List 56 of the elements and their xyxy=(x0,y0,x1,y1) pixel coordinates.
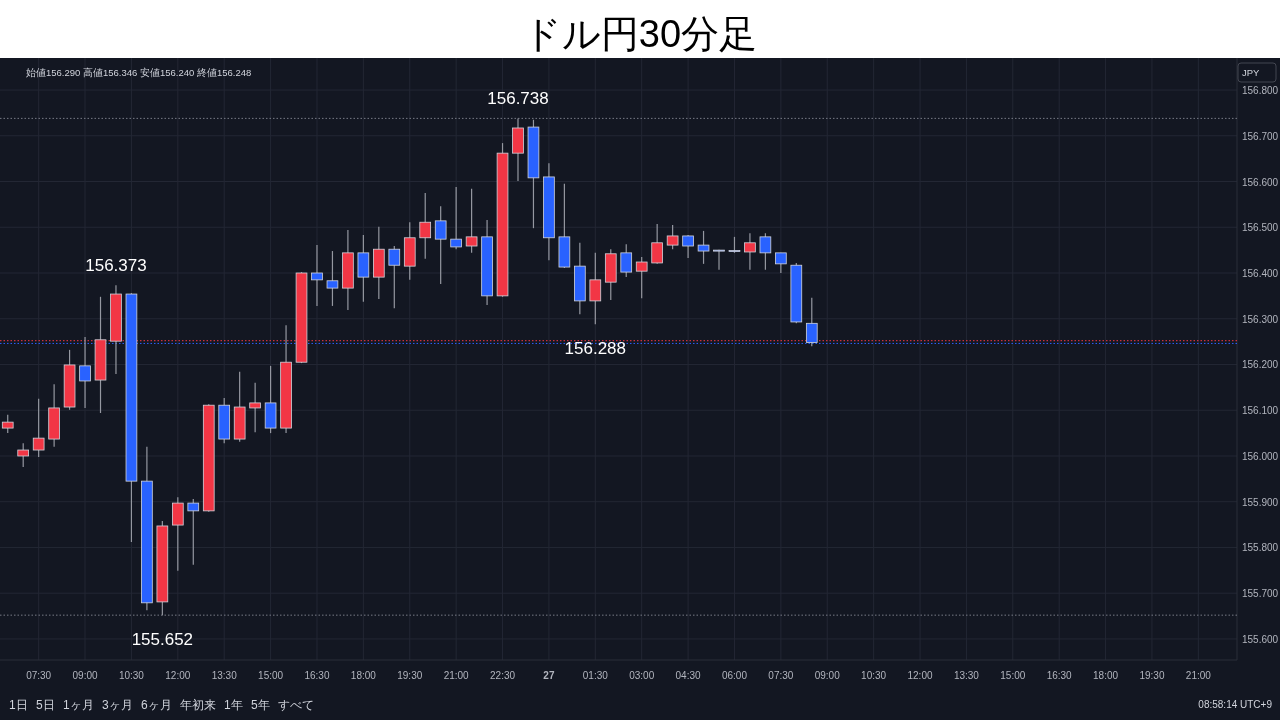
x-tick-label: 09:00 xyxy=(72,670,98,681)
text: JPY xyxy=(1242,67,1261,78)
annotation: 始値156.290 高値156.346 安値156.240 終値156.248 xyxy=(26,67,252,78)
x-tick-label: 06:00 xyxy=(721,670,748,681)
y-tick-label: 156.000 xyxy=(1242,450,1279,462)
y-tick-label: 155.800 xyxy=(1242,542,1279,554)
annotation: 156.288 xyxy=(564,339,627,359)
y-tick-label: 156.400 xyxy=(1242,268,1279,279)
text: 1ヶ月 xyxy=(63,698,94,712)
text: 5日 xyxy=(36,698,55,712)
x-tick-label: 19:30 xyxy=(1139,670,1165,681)
y-tick-label: 155.600 xyxy=(1242,633,1279,645)
x-tick-label: 15:00 xyxy=(258,670,284,681)
annotation: 156.373 xyxy=(85,256,147,276)
text: 年初来 xyxy=(180,698,216,712)
x-tick-label: 19:30 xyxy=(397,670,423,681)
x-tick-label: 21:00 xyxy=(443,670,470,681)
x-tick-label: 22:30 xyxy=(490,670,516,681)
x-tick-label: 18:00 xyxy=(350,670,377,681)
x-tick-label: 01:30 xyxy=(582,670,609,681)
y-tick-label: 155.900 xyxy=(1242,496,1279,508)
annotation: 155.652 xyxy=(131,630,194,650)
y-tick-label: 156.800 xyxy=(1242,85,1279,97)
x-tick-label: 27 xyxy=(543,670,555,681)
x-tick-label: 13:30 xyxy=(211,670,238,681)
x-tick-label: 15:00 xyxy=(1000,670,1026,681)
y-tick-label: 156.300 xyxy=(1242,313,1279,325)
text: すべて xyxy=(278,698,314,712)
x-tick-label: 10:30 xyxy=(861,670,887,681)
text: 3ヶ月 xyxy=(102,698,133,712)
x-tick-label: 21:00 xyxy=(1185,670,1212,681)
text: 5年 xyxy=(251,698,270,712)
x-tick-label: 13:30 xyxy=(953,670,980,681)
x-tick-label: 16:30 xyxy=(304,670,330,681)
x-tick-label: 07:30 xyxy=(26,670,52,681)
x-tick-label: 04:30 xyxy=(675,670,702,681)
annotation: 156.738 xyxy=(487,89,549,109)
x-tick-label: 03:00 xyxy=(629,670,655,681)
y-tick-label: 156.100 xyxy=(1242,405,1279,417)
x-tick-label: 09:00 xyxy=(814,670,841,681)
x-tick-label: 12:00 xyxy=(165,670,191,681)
x-tick-label: 10:30 xyxy=(118,670,145,681)
y-tick-label: 156.600 xyxy=(1242,176,1279,188)
y-tick-label: 156.200 xyxy=(1242,359,1279,371)
y-tick-label: 156.700 xyxy=(1242,130,1279,142)
title: ドル円30分足 xyxy=(522,13,758,55)
text: 1日 xyxy=(9,698,28,712)
text: 6ヶ月 xyxy=(141,698,172,712)
y-tick-label: 156.500 xyxy=(1242,222,1279,234)
text: 08:58:14 UTC+9 xyxy=(1198,699,1273,710)
x-tick-label: 07:30 xyxy=(768,670,794,681)
x-tick-label: 12:00 xyxy=(907,670,933,681)
x-tick-label: 18:00 xyxy=(1093,670,1119,681)
y-tick-label: 155.700 xyxy=(1242,588,1279,600)
text: 1年 xyxy=(224,698,243,712)
x-tick-label: 16:30 xyxy=(1046,670,1073,681)
